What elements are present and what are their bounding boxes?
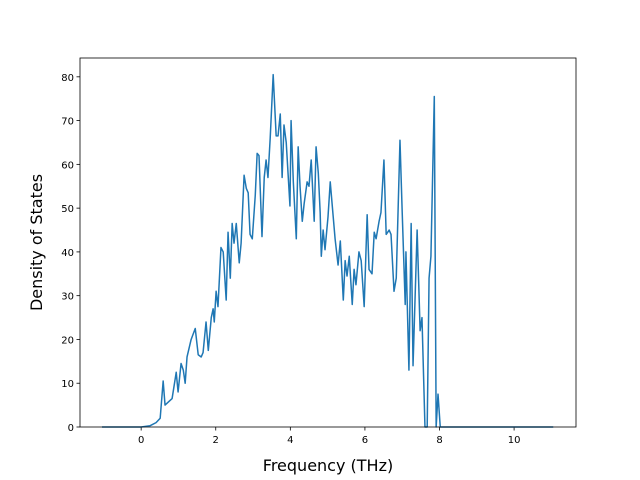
y-tick-label: 20 bbox=[61, 335, 74, 346]
x-tick-label: 4 bbox=[287, 435, 293, 446]
y-tick-label: 80 bbox=[61, 73, 74, 84]
plot-frame bbox=[79, 57, 577, 428]
x-tick-label: 10 bbox=[508, 435, 521, 446]
x-tick-label: 8 bbox=[436, 435, 442, 446]
x-tick-label: 2 bbox=[213, 435, 219, 446]
x-tick-label: 6 bbox=[362, 435, 368, 446]
y-axis-label: Density of States bbox=[27, 174, 46, 311]
y-tick-label: 70 bbox=[61, 117, 74, 128]
x-axis-label: Frequency (THz) bbox=[263, 456, 393, 475]
y-tick-label: 10 bbox=[61, 379, 74, 390]
y-tick-label: 0 bbox=[68, 423, 74, 434]
y-tick-label: 30 bbox=[61, 292, 74, 303]
line bbox=[102, 73, 554, 428]
y-tick-label: 40 bbox=[61, 248, 74, 259]
y-tick-label: 60 bbox=[61, 160, 74, 171]
y-tick-label: 50 bbox=[61, 204, 74, 215]
x-tick-label: 0 bbox=[138, 435, 144, 446]
